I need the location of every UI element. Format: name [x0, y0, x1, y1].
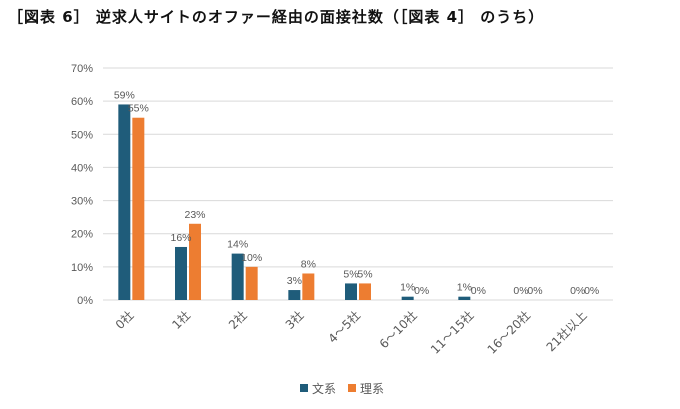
x-category-label: 4〜5社 [325, 308, 363, 346]
y-tick-label: 40% [71, 162, 93, 174]
x-axis-category-labels: 0社 1社 2社 3社 4〜5社 6〜10社 11〜15社 16〜20社 21社以上 [112, 308, 590, 357]
chart-title: ［図表 6］ 逆求人サイトのオファー経由の面接社数（［図表 4］ のうち） [8, 8, 545, 26]
data-label-rikei-8: 0% [584, 285, 599, 297]
bar-bunkei-6 [458, 296, 471, 300]
bar-rikei-2 [245, 266, 258, 300]
data-label-rikei-1: 23% [184, 209, 205, 221]
x-category-label: 16〜20社 [484, 308, 533, 357]
bars [118, 104, 471, 300]
legend-label-rikei: 理系 [360, 382, 384, 396]
bar-rikei-4 [359, 283, 371, 300]
bar-bunkei-3 [288, 290, 301, 300]
data-label-bunkei-4: 5% [343, 268, 358, 280]
bar-bunkei-5 [401, 296, 414, 300]
data-label-rikei-7: 0% [527, 285, 542, 297]
bar-bunkei-1 [175, 246, 187, 300]
data-label-bunkei-5: 1% [400, 282, 415, 294]
y-tick-label: 70% [71, 63, 93, 75]
gridlines [103, 67, 613, 301]
legend-label-bunkei: 文系 [312, 381, 336, 396]
x-category-label: 2社 [225, 308, 249, 332]
x-category-label: 21社以上 [543, 308, 590, 355]
data-label-rikei-2: 10% [241, 252, 262, 264]
x-category-label: 11〜15社 [427, 308, 476, 357]
bar-bunkei-4 [345, 283, 357, 300]
y-tick-label: 0% [77, 295, 93, 307]
data-label-bunkei-2: 14% [227, 239, 248, 251]
data-label-rikei-3: 8% [301, 258, 316, 270]
data-label-rikei-4: 5% [357, 268, 372, 280]
bar-bunkei-0 [118, 104, 131, 300]
data-label-bunkei-7: 0% [513, 285, 528, 297]
data-labels: 59%16%14%3%5%1% 1% 0% 0%55%23%10%8%5%0% 0% 0%… [114, 89, 599, 297]
x-category-label: 1社 [169, 308, 193, 332]
x-category-label: 6〜10社 [376, 308, 420, 352]
y-axis-tick-labels: 0% 10% 20% 30% 40% 50% 60% 70% [71, 63, 93, 307]
data-label-rikei-0: 55% [128, 103, 149, 115]
data-label-bunkei-3: 3% [287, 275, 302, 287]
data-label-bunkei-6: 1% [457, 282, 472, 294]
data-label-bunkei-1: 16% [170, 232, 191, 244]
y-tick-label: 50% [71, 129, 93, 141]
y-tick-label: 30% [71, 196, 93, 208]
data-label-rikei-6: 0% [471, 285, 486, 297]
y-tick-label: 20% [71, 229, 93, 241]
bar-rikei-0 [132, 117, 145, 300]
x-category-label: 3社 [282, 308, 306, 332]
legend-swatch-bunkei [300, 384, 308, 392]
y-tick-label: 60% [71, 96, 93, 108]
legend-swatch-rikei [348, 384, 356, 392]
bar-rikei-3 [302, 273, 315, 300]
data-label-rikei-5: 0% [414, 285, 429, 297]
legend: 文系 理系 [300, 381, 384, 396]
bar-rikei-1 [189, 223, 201, 300]
data-label-bunkei-0: 59% [114, 89, 135, 101]
bar-bunkei-2 [231, 253, 244, 300]
y-tick-label: 10% [71, 262, 93, 274]
data-label-bunkei-8: 0% [570, 285, 585, 297]
x-category-label: 0社 [112, 308, 136, 332]
